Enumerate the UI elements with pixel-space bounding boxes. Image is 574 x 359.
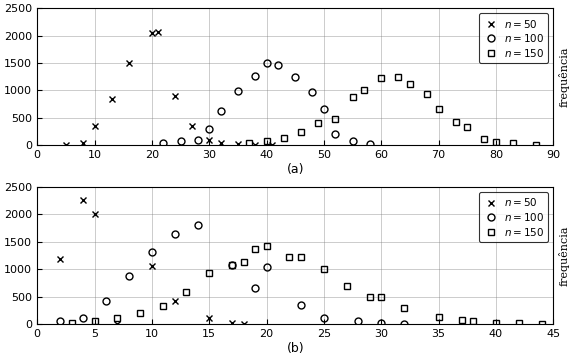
Legend: $n = 50$, $n = 100$, $n = 150$: $n = 50$, $n = 100$, $n = 150$	[479, 13, 548, 63]
X-axis label: (b): (b)	[286, 342, 304, 355]
Y-axis label: frequência: frequência	[559, 47, 570, 107]
Y-axis label: frequência: frequência	[559, 225, 570, 286]
Legend: $n = 50$, $n = 100$, $n = 150$: $n = 50$, $n = 100$, $n = 150$	[479, 192, 548, 242]
X-axis label: (a): (a)	[286, 163, 304, 176]
